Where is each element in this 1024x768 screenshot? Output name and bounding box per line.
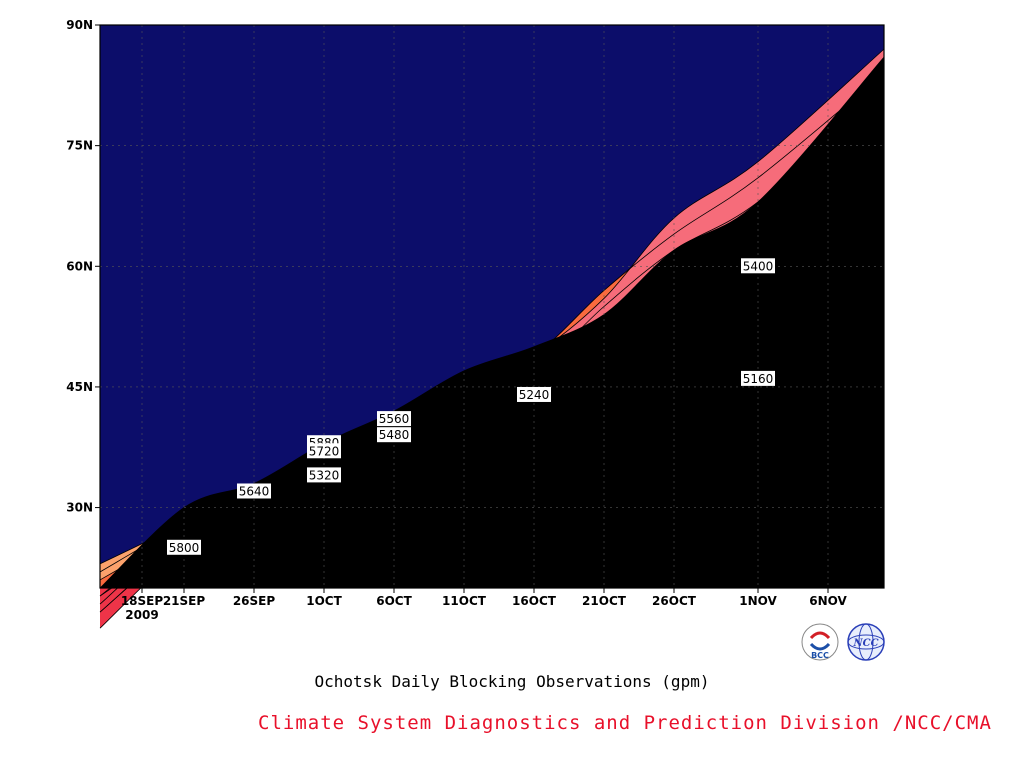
contour-label: 5400 [741, 258, 775, 274]
contour-line [99, 169, 885, 613]
credit-text: Climate System Diagnostics and Predictio… [258, 712, 992, 734]
svg-text:5720: 5720 [309, 444, 340, 458]
x-tick-label: 6OCT [376, 594, 412, 608]
bcc-logo: BCC [801, 623, 839, 661]
contour-line [99, 89, 885, 565]
contour-line [99, 72, 885, 629]
plot-frame [99, 24, 885, 589]
ncc-logo-text: NCC [852, 638, 878, 649]
y-tick-label: 45N [66, 380, 93, 394]
y-tick-label: 60N [66, 259, 93, 273]
contour-label: 5800 [167, 539, 201, 555]
contour-band [100, 57, 884, 588]
contour-line [99, 265, 885, 573]
ncc-logo: NCC [847, 623, 885, 661]
svg-text:5240: 5240 [519, 388, 550, 402]
contour-line [99, 121, 885, 597]
svg-text:5400: 5400 [743, 259, 774, 273]
contour-label: 5640 [237, 483, 271, 499]
x-tick-label: 2009 [125, 608, 158, 622]
contour-line [99, 72, 885, 581]
x-tick-label: 18SEP [121, 594, 164, 608]
svg-text:5800: 5800 [169, 541, 200, 555]
svg-text:5480: 5480 [379, 428, 410, 442]
x-tick-label: 26SEP [233, 594, 276, 608]
bcc-logo-text: BCC [811, 651, 829, 660]
contour-label: 5720 [307, 443, 341, 459]
x-tick-label: 1OCT [306, 594, 342, 608]
svg-text:5160: 5160 [743, 372, 774, 386]
contour-fill-layer [99, 25, 885, 629]
contour-label: 5560 [377, 411, 411, 427]
contour-label: 5480 [377, 427, 411, 443]
svg-text:5560: 5560 [379, 412, 410, 426]
x-tick-label: 26OCT [652, 594, 697, 608]
contour-line [99, 56, 885, 589]
svg-text:5320: 5320 [309, 468, 340, 482]
svg-text:5640: 5640 [239, 484, 270, 498]
x-tick-label: 16OCT [512, 594, 557, 608]
y-tick-label: 75N [66, 139, 93, 153]
x-tick-label: 6NOV [809, 594, 847, 608]
x-tick-label: 21OCT [582, 594, 627, 608]
chart-caption: Ochotsk Daily Blocking Observations (gpm… [314, 672, 710, 691]
y-axis: 30N 45N 60N 75N 90N [66, 18, 100, 515]
x-tick-label: 21SEP [163, 594, 206, 608]
contour-label: 5320 [307, 467, 341, 483]
contour-line [99, 48, 885, 613]
contour-line [99, 306, 885, 589]
x-tick-label: 11OCT [442, 594, 487, 608]
contour-label: 5240 [517, 386, 551, 402]
contour-line [99, 185, 885, 605]
y-tick-label: 30N [66, 501, 93, 515]
x-tick-label: 1NOV [739, 594, 777, 608]
y-tick-label: 90N [66, 18, 93, 32]
contour-label: 5160 [741, 370, 775, 386]
